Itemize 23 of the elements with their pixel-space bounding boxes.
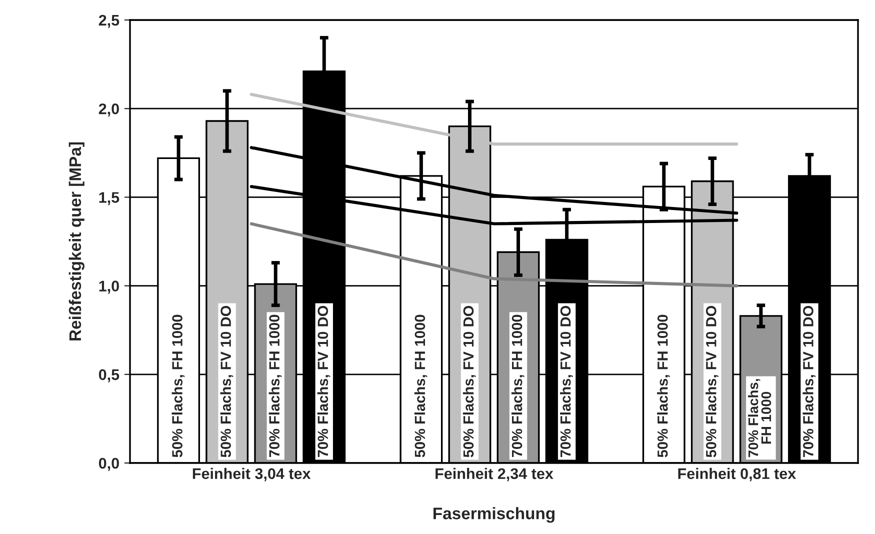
x-tick-label: Feinheit 3,04 tex: [192, 468, 311, 482]
y-axis-title: Reißfestigkeit quer [MPa]: [68, 142, 84, 340]
x-tick-label: Feinheit 2,34 tex: [436, 468, 554, 482]
series-label: 50% Flachs, FH 1000: [172, 314, 185, 458]
y-tick-label: 0,5: [98, 369, 120, 382]
text: 70% Flachs, FV 10 DO: [802, 306, 816, 458]
y-tick-label: 2,5: [98, 14, 120, 28]
series-label: 70% Flachs, FV 10 DO: [317, 306, 330, 458]
series-label: 50% Flachs, FV 10 DO: [220, 306, 234, 458]
y-tick-label: 2,0: [98, 103, 119, 116]
y-tick-label: 0,0: [98, 458, 119, 471]
y-tick-label: 1,5: [99, 192, 120, 206]
text: 70% Flachs, FV 10 DO: [560, 306, 573, 458]
x-tick-label: Feinheit 0,81 tex: [678, 468, 796, 482]
series-label: 70% Flachs, FH 1000: [748, 379, 772, 458]
text: 70% Flachs, FH 1000: [268, 314, 282, 458]
text: 50% Flachs, FH 1000: [414, 314, 428, 458]
y-tick-label: 1,0: [99, 280, 119, 294]
text: 50% Flachs, FH 1000: [657, 314, 670, 458]
text: 70% Flachs, FH 1000: [511, 314, 524, 458]
text: 50% Flachs, FV 10 DO: [706, 306, 718, 458]
text: 50% Flachs, FV 10 DO: [462, 306, 476, 458]
x-axis-title: Fasermischung: [434, 507, 554, 523]
